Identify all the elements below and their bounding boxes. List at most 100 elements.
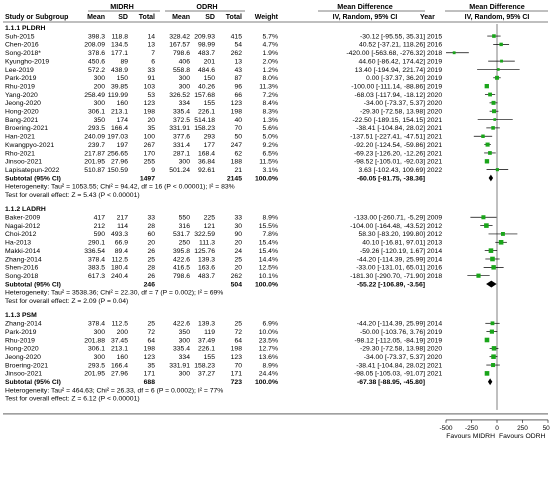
cell-total-2: 20 [234, 265, 242, 272]
cell-year: 2020 [427, 346, 442, 353]
cell-weight: 8.0% [263, 75, 279, 82]
subtotal-total-2: 504 [231, 281, 243, 288]
cell-weight: 5.6% [263, 125, 279, 132]
point-estimate [488, 92, 492, 97]
cell-total-2: 188 [231, 159, 243, 166]
study-name: Ha-2013 [5, 240, 31, 247]
cell-total-1: 26 [147, 248, 155, 255]
cell-mean-1: 383.5 [88, 265, 105, 272]
subtotal-label: Subtotal (95% CI) [5, 175, 61, 182]
cell-ci: -34.00 [-73.37, 5.37] [364, 354, 425, 361]
cell-mean-1: 306.1 [88, 109, 105, 116]
cell-ci: -420.00 [-563.68, -276.32] [346, 50, 425, 57]
point-estimate [481, 134, 485, 138]
cell-year: 2021 [427, 150, 442, 157]
study-name: Baker-2009 [5, 215, 40, 222]
cell-weight: 7.8% [263, 231, 279, 238]
cell-mean-1: 450.6 [88, 58, 105, 65]
cell-sd-2: 201 [204, 58, 216, 65]
cell-weight: 15.5% [259, 223, 278, 230]
cell-mean-2: 558.8 [173, 67, 190, 74]
point-estimate [489, 329, 494, 334]
cell-sd-1: 438.9 [111, 67, 128, 74]
col-total-1: Total [139, 14, 155, 21]
cell-year: 2019 [427, 75, 442, 82]
cell-total-1: 35 [147, 362, 155, 369]
cell-weight: 15.4% [259, 248, 278, 255]
cell-weight: 10.1% [259, 273, 278, 280]
cell-ci: -29.30 [-72.58, 13.98] [360, 346, 425, 353]
cell-year: 2012 [427, 223, 442, 230]
cell-weight: 2.0% [263, 58, 279, 65]
cell-year: 2019 [427, 329, 442, 336]
plot-title: Mean Difference [469, 2, 525, 11]
point-estimate [481, 215, 486, 220]
cell-ci: 3.63 [-102.43, 109.69] [358, 167, 425, 174]
cell-sd-1: 256.65 [107, 150, 128, 157]
cell-total-2: 54 [234, 42, 242, 49]
cell-total-2: 43 [234, 67, 242, 74]
subtotal-weight: 100.0% [255, 281, 278, 288]
cell-sd-1: 134.5 [111, 42, 128, 49]
cell-mean-1: 378.4 [88, 256, 105, 263]
study-name: Zhang-2014 [5, 321, 42, 328]
cell-sd-2: 157.68 [194, 92, 215, 99]
cell-weight: 11.5% [259, 159, 278, 166]
cell-mean-2: 406 [179, 58, 191, 65]
cell-mean-1: 510.87 [84, 167, 105, 174]
cell-year: 2015 [427, 33, 442, 40]
subtotal-diamond [487, 378, 493, 386]
md-column-subtitle: IV, Random, 95% CI [333, 14, 398, 21]
cell-weight: 14.4% [259, 256, 278, 263]
cell-ci: -104.00 [-164.48, -43.52] [350, 223, 425, 230]
cell-total-2: 247 [231, 142, 243, 149]
study-name: Chen-2016 [5, 42, 39, 49]
cell-mean-1: 617.3 [88, 273, 105, 280]
cell-sd-1: 37.45 [111, 337, 128, 344]
point-estimate [491, 354, 496, 359]
cell-sd-1: 160 [117, 100, 129, 107]
cell-sd-2: 226.1 [198, 346, 215, 353]
subgroup-title: 1.1.1 PLDRH [5, 25, 46, 32]
cell-ci: -68.03 [-117.94, -18.12] [354, 92, 425, 99]
cell-sd-2: 177 [204, 142, 216, 149]
cell-sd-1: 27.96 [111, 159, 128, 166]
cell-year: 2020 [427, 100, 442, 107]
cell-sd-2: 40.26 [198, 83, 215, 90]
cell-ci: -133.00 [-260.71, -5.29] [354, 215, 425, 222]
cell-sd-1: 197.03 [107, 134, 128, 141]
cell-sd-2: 484.6 [198, 67, 215, 74]
cell-total-1: 64 [147, 337, 155, 344]
cell-mean-2: 372.5 [173, 117, 190, 124]
cell-mean-1: 201.95 [84, 371, 105, 378]
cell-year: 2014 [427, 256, 442, 263]
cell-total-2: 415 [231, 33, 243, 40]
point-estimate [500, 59, 503, 63]
cell-mean-1: 306.1 [88, 346, 105, 353]
cell-mean-2: 250 [179, 240, 191, 247]
cell-sd-1: 118.8 [111, 33, 128, 40]
cell-ci: -98.05 [-105.03, -91.07] [354, 371, 425, 378]
cell-year: 2021 [427, 142, 442, 149]
cell-mean-1: 417 [94, 215, 106, 222]
cell-total-2: 96 [234, 83, 242, 90]
cell-year: 2021 [427, 371, 442, 378]
point-estimate [491, 100, 496, 105]
cell-year: 2021 [427, 125, 442, 132]
cell-weight: 13.6% [259, 354, 278, 361]
cell-total-2: 123 [231, 354, 243, 361]
cell-total-1: 60 [147, 231, 155, 238]
cell-total-2: 33 [234, 215, 242, 222]
point-estimate [495, 168, 499, 172]
cell-total-2: 70 [234, 125, 242, 132]
plot-subtitle: IV, Random, 95% CI [465, 14, 530, 21]
cell-mean-1: 300 [94, 100, 106, 107]
cell-ci: -69.23 [-126.20, -12.26] [354, 150, 425, 157]
subtotal-diamond [486, 280, 497, 288]
subtotal-total-1: 246 [144, 281, 156, 288]
cell-weight: 1.3% [263, 117, 279, 124]
study-name: Song-2018 [5, 273, 38, 280]
cell-year: 2013 [427, 240, 442, 247]
cell-mean-1: 398.3 [88, 33, 105, 40]
study-name: Bang-2021 [5, 117, 38, 124]
